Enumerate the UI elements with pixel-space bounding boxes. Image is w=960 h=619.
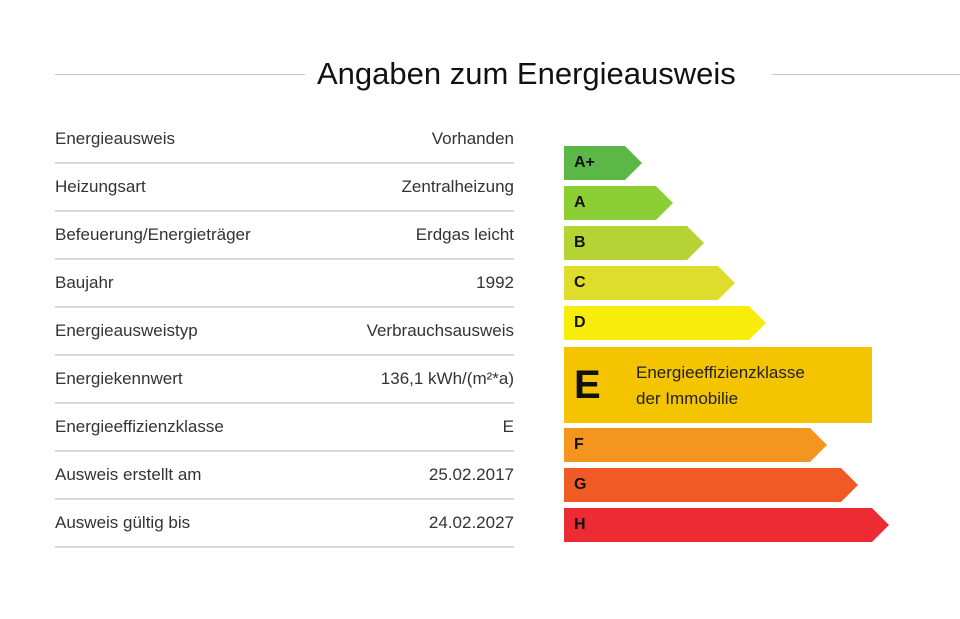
row-value: 136,1 kWh/(m²*a) bbox=[380, 369, 514, 388]
current-class-text-line2: der Immobilie bbox=[636, 389, 739, 408]
current-class-label: E bbox=[574, 362, 601, 407]
row-label: Baujahr bbox=[55, 273, 114, 292]
class-label: D bbox=[574, 314, 586, 331]
class-bar-a: A bbox=[564, 186, 673, 220]
row-label: Heizungsart bbox=[55, 177, 146, 196]
table-row: Energieeffizienzklasse E bbox=[55, 404, 514, 452]
row-value: Verbrauchsausweis bbox=[366, 321, 514, 340]
class-bar-d: D bbox=[564, 306, 766, 340]
class-bar-g: G bbox=[564, 468, 858, 502]
energy-efficiency-scale: A+ A B C D E Energieeffizienzklasse der … bbox=[564, 146, 894, 546]
row-label: Energieausweis bbox=[55, 129, 176, 148]
row-label: Energiekennwert bbox=[55, 369, 183, 388]
class-label: H bbox=[574, 516, 586, 533]
class-bar-e-current: E Energieeffizienzklasse der Immobilie bbox=[564, 347, 872, 423]
table-row: Energiekennwert 136,1 kWh/(m²*a) bbox=[55, 356, 514, 404]
table-row: Befeuerung/Energieträger Erdgas leicht bbox=[55, 212, 514, 260]
row-label: Energieeffizienzklasse bbox=[55, 417, 224, 436]
class-bar-c: C bbox=[564, 266, 735, 300]
table-row: Baujahr 1992 bbox=[55, 260, 514, 308]
row-value: Erdgas leicht bbox=[415, 225, 514, 244]
table-row: Ausweis gültig bis 24.02.2027 bbox=[55, 500, 514, 548]
title-divider-right bbox=[772, 74, 960, 75]
page-title: Angaben zum Energieausweis bbox=[317, 56, 736, 91]
class-label: G bbox=[574, 476, 587, 493]
class-bar-f: F bbox=[564, 428, 827, 462]
row-label: Ausweis gültig bis bbox=[55, 513, 191, 532]
row-label: Befeuerung/Energieträger bbox=[55, 225, 251, 244]
class-label: A+ bbox=[574, 154, 595, 171]
table-row: Heizungsart Zentralheizung bbox=[55, 164, 514, 212]
row-value: 1992 bbox=[476, 273, 514, 292]
class-label: A bbox=[574, 194, 586, 211]
row-label: Ausweis erstellt am bbox=[55, 465, 202, 484]
class-bar-a-plus: A+ bbox=[564, 146, 642, 180]
class-label: F bbox=[574, 436, 584, 453]
table-row: Ausweis erstellt am 25.02.2017 bbox=[55, 452, 514, 500]
class-label: C bbox=[574, 274, 586, 291]
table-row: Energieausweistyp Verbrauchsausweis bbox=[55, 308, 514, 356]
row-label: Energieausweistyp bbox=[55, 321, 198, 340]
class-label: B bbox=[574, 234, 586, 251]
class-bar-h: H bbox=[564, 508, 889, 542]
row-value: 24.02.2027 bbox=[428, 513, 514, 532]
energy-details-table: Energieausweis Vorhanden Heizungsart Zen… bbox=[55, 116, 514, 548]
row-value: Zentralheizung bbox=[401, 177, 514, 196]
section-header: Angaben zum Energieausweis bbox=[55, 52, 960, 96]
current-class-description: Energieeffizienzklasse der Immobilie bbox=[636, 358, 805, 412]
table-row: Energieausweis Vorhanden bbox=[55, 116, 514, 164]
current-class-text-line1: Energieeffizienzklasse bbox=[636, 363, 805, 382]
title-divider-left bbox=[55, 74, 305, 75]
row-value: E bbox=[502, 417, 514, 436]
class-bar-b: B bbox=[564, 226, 704, 260]
row-value: 25.02.2017 bbox=[428, 465, 514, 484]
row-value: Vorhanden bbox=[431, 129, 514, 148]
